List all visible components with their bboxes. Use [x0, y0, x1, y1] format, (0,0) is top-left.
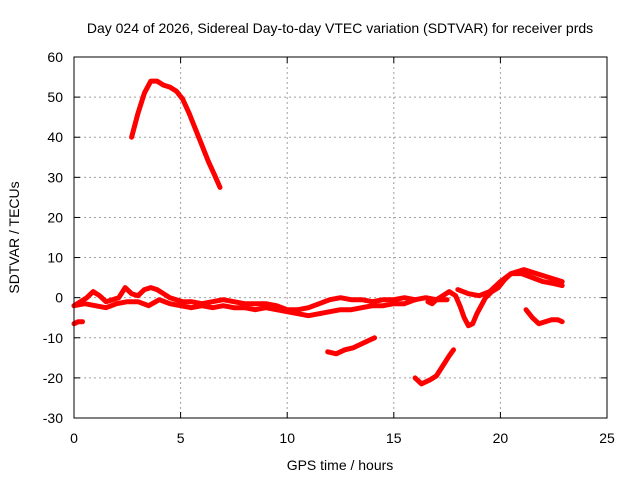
- series-arc-dip-late: [523, 307, 565, 327]
- grid: [74, 57, 607, 418]
- y-tick-label: 50: [47, 89, 63, 105]
- x-tick-label: 25: [599, 430, 615, 446]
- y-tick-label: 20: [47, 209, 63, 225]
- x-tick-label: 15: [386, 430, 402, 446]
- x-tick-label: 20: [493, 430, 509, 446]
- series-arc-main-band-b: [71, 295, 450, 319]
- series-arc-deep-negative-16h: [412, 347, 456, 387]
- y-tick-label: -20: [43, 370, 63, 386]
- series-arc-short-start-negative: [71, 319, 85, 327]
- y-tick-label: 0: [55, 290, 63, 306]
- series-arc-dip-near-18h: [425, 267, 565, 329]
- series-arc-small-negative-12h: [325, 335, 378, 357]
- y-tick-label: 10: [47, 250, 63, 266]
- axis-ticks: 0 5 10 15 20 25 -30 -20 -10 0 10 20 30 40 50 60: [43, 49, 615, 446]
- y-tick-label: 60: [47, 49, 63, 65]
- plot-area-border: [73, 56, 608, 419]
- data-series: [71, 78, 565, 387]
- x-tick-label: 0: [70, 430, 78, 446]
- y-axis-label: SDTVAR / TECUs: [6, 181, 22, 293]
- series-arc-upper-tail: [455, 271, 565, 299]
- x-axis-label: GPS time / hours: [287, 457, 394, 473]
- x-tick-label: 10: [279, 430, 295, 446]
- chart-title: Day 024 of 2026, Sidereal Day-to-day VTE…: [87, 20, 593, 36]
- series-arc-high-elevation-peak: [129, 78, 223, 190]
- y-tick-label: 30: [47, 169, 63, 185]
- y-tick-label: -10: [43, 330, 63, 346]
- series-arc-main-band-a: [71, 285, 418, 313]
- x-tick-label: 5: [177, 430, 185, 446]
- y-tick-label: -30: [43, 410, 63, 426]
- y-tick-label: 40: [47, 129, 63, 145]
